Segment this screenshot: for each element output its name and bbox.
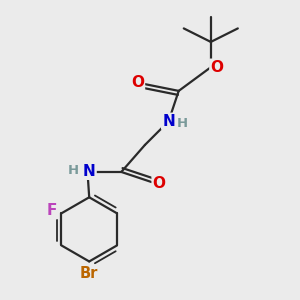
Text: O: O — [131, 75, 144, 90]
Text: H: H — [68, 164, 79, 177]
Text: N: N — [83, 164, 96, 179]
Text: F: F — [47, 203, 57, 218]
Text: Br: Br — [80, 266, 98, 281]
Text: O: O — [153, 176, 166, 191]
Text: H: H — [177, 118, 188, 130]
Text: N: N — [162, 114, 175, 129]
Text: O: O — [210, 60, 224, 75]
